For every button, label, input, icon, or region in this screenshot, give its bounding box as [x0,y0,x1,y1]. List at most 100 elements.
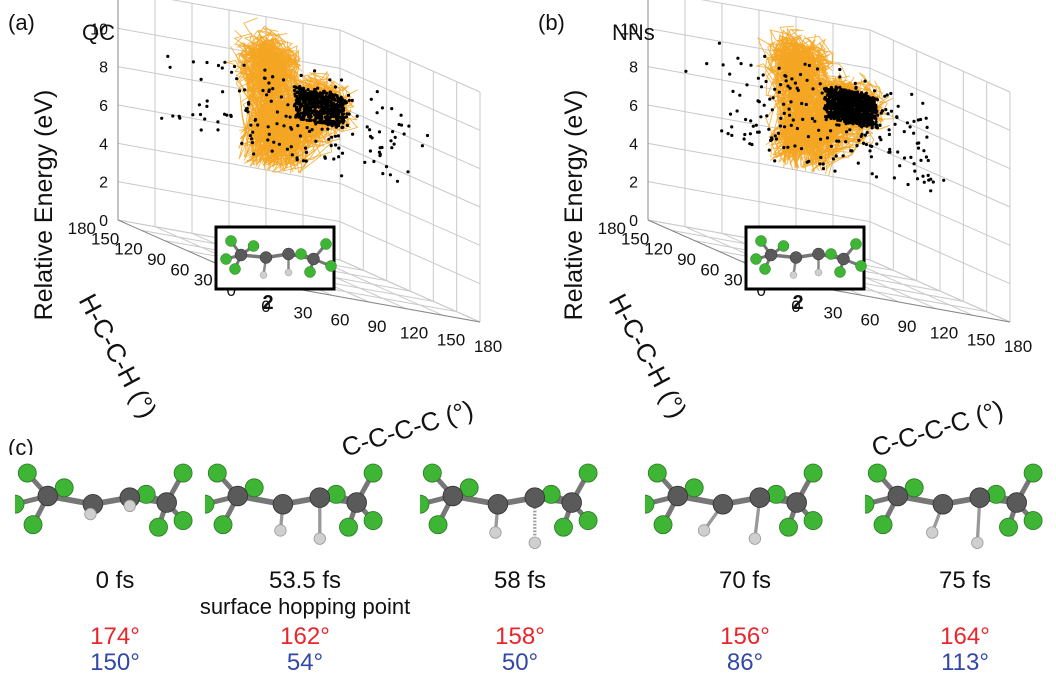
hop-point [829,144,834,148]
z-tick-label: 2 [629,175,638,192]
panel-label: (a) [8,10,35,35]
fluorine-atom [213,515,233,535]
hop-point [304,159,308,163]
trajectory-line [780,52,819,166]
hop-point [330,107,334,111]
hop-point [420,144,424,148]
hop-point [249,123,253,127]
wall-gridline [869,67,1011,131]
hop-point [308,100,312,104]
hop-point [865,103,869,108]
hop-point [875,109,879,113]
carbon-atom [667,485,689,507]
hop-point [837,139,841,143]
trajectory-line [234,29,256,134]
hop-point [919,117,923,122]
hop-point [823,95,827,100]
hop-point [864,111,868,115]
hop-point [744,117,748,122]
hop-point [782,125,787,129]
hop-point [773,134,777,138]
hop-point [795,126,800,131]
hop-point [754,123,758,127]
trajectory-line [266,60,303,155]
snapshot-time: 75 fs [938,567,992,594]
hop-point [277,142,281,146]
hop-point [216,128,220,132]
hop-point [847,121,851,125]
fluorine-atom [207,463,227,483]
hop-point [326,127,330,131]
wall-gridline [339,106,481,170]
hop-point [281,78,286,82]
hop-point [763,54,767,59]
hop-point [820,91,824,95]
hop-point [929,189,933,193]
z-tick-label: 4 [629,136,638,153]
hop-point [788,113,792,117]
trajectory-line [243,17,290,142]
hop-point [253,118,257,122]
hop-point [773,87,777,91]
hop-point [854,117,858,121]
fluorine-atom [304,266,316,278]
y-axis-label: H-C-C-H (°) [603,289,693,423]
hop-point [303,92,307,96]
hop-point [803,62,807,66]
wall-gridline [869,29,1011,93]
hydrogen-atom [814,268,823,277]
hop-point [861,112,865,116]
hop-point [833,98,837,102]
hop-point [327,137,331,141]
fluorine-atom [325,260,337,272]
hop-point [767,127,771,131]
hop-point [308,113,312,117]
hop-point [313,94,317,99]
hop-point [847,92,851,96]
hop-point [380,106,384,110]
hop-point [321,105,326,109]
hcch-angle-value: 150° [90,649,140,676]
y-tick-label: 90 [147,250,166,269]
hop-point [347,112,351,116]
hop-point [779,83,783,87]
hop-point [302,111,306,115]
inset-molecule [750,235,867,279]
z-tick-label: 4 [99,136,108,153]
fluorine-atom [363,511,383,531]
carbon-atom [487,493,509,515]
hop-point [764,79,768,84]
hop-point [807,63,812,68]
hop-point [328,78,332,82]
wall-gridline [117,142,341,184]
fluorine-atom [750,253,762,265]
y-axis-label: H-C-C-H (°) [73,289,163,423]
hop-point [191,113,195,117]
hop-point [205,60,209,65]
ccc-angle-value: 156° [720,623,770,650]
hop-point [221,90,225,94]
hop-point [292,88,297,93]
fluorine-atom [554,517,573,537]
hop-point [340,102,344,106]
hop-point [835,113,839,117]
hop-point [305,91,310,95]
hop-point [328,119,332,123]
hop-point [915,141,919,145]
hop-point [266,125,270,129]
hop-point [242,63,246,67]
hop-point [205,99,209,103]
hop-point [925,125,929,129]
hop-point [864,91,868,95]
hcch-angle-value: 50° [501,649,539,676]
fluorine-atom [986,484,1006,504]
carbon-atom [442,485,464,507]
snapshot-time: 70 fs [718,567,772,594]
hop-point [377,150,381,154]
hop-point [833,169,837,173]
x-tick-label: 150 [967,330,995,349]
hop-point [841,154,845,158]
x-tick-label: 90 [898,317,917,336]
molecule [865,463,1043,549]
hop-point [301,159,306,163]
